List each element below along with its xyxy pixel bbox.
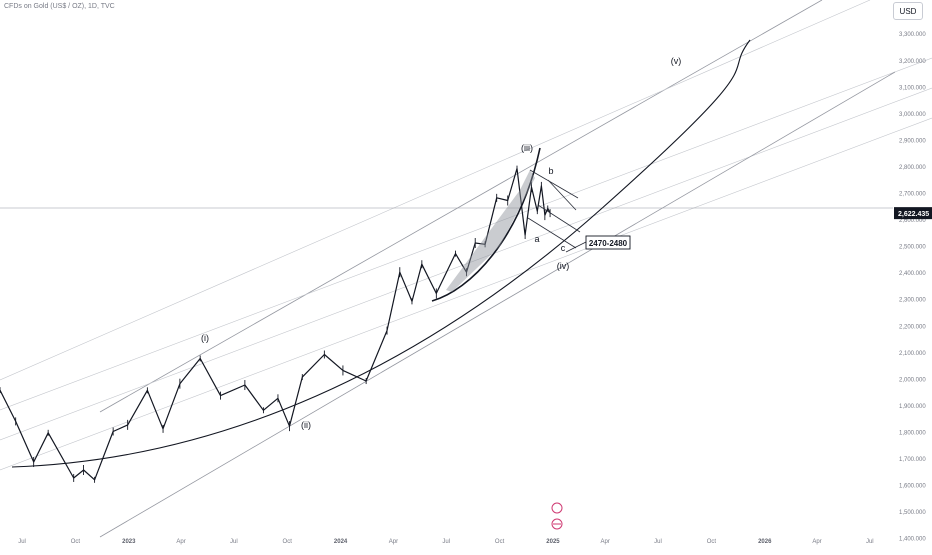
wave-label-a: a	[534, 234, 539, 244]
price-tick-label: 2,500.000	[899, 245, 926, 251]
abc-channel-line-0	[529, 169, 579, 199]
time-axis[interactable]: Jul Oct 2023 Apr Jul Oct 2024 Apr Jul Oct 2025 Apr J…	[18, 539, 873, 545]
price-tick-label: 2,100.000	[899, 351, 926, 357]
price-tick-label: 2,800.000	[899, 165, 926, 171]
price-tick-label: 3,100.000	[899, 85, 926, 91]
price-tick-label: 3,300.000	[899, 32, 926, 38]
parabolic-curve	[11, 39, 751, 468]
price-series	[0, 165, 551, 483]
time-tick-label: Apr	[601, 539, 610, 545]
price-line	[0, 168, 551, 481]
wave-label-ii: (ii)	[301, 420, 311, 430]
wave-labels: (i) (ii) (iii) (iv) (v) a b c 2470-2480	[201, 56, 681, 430]
price-tick-label: 3,200.000	[899, 59, 926, 65]
time-tick-label: 2024	[334, 539, 348, 545]
last-price-tag	[894, 207, 932, 220]
time-tick-label: 2025	[546, 539, 560, 545]
last-price-label: 2,622.435	[898, 211, 929, 218]
time-tick-label: Oct	[495, 539, 505, 545]
wave-label-b: b	[548, 166, 553, 176]
time-tick-label: Apr	[176, 539, 185, 545]
price-tick-label: 2,700.000	[899, 192, 926, 198]
time-tick-label: Apr	[812, 539, 821, 545]
price-tick-label: 1,800.000	[899, 430, 926, 436]
wave-label-iv: (iv)	[557, 261, 570, 271]
wave-label-v: (v)	[671, 56, 682, 66]
event-flag-icon	[551, 502, 563, 514]
wave-iii-shading	[446, 170, 535, 292]
abc-channel-line-1	[537, 204, 581, 233]
channel-line-5	[99, 71, 896, 538]
price-tick-label: 1,900.000	[899, 404, 926, 410]
time-tick-label: Oct	[707, 539, 717, 545]
time-tick-label: Oct	[283, 539, 293, 545]
event-marks	[551, 502, 563, 530]
abc-channel-line-2	[527, 217, 577, 249]
wave-label-iii: (iii)	[521, 143, 533, 153]
chart-title: CFDs on Gold (US$ / OZ), 1D, TVC	[4, 3, 115, 10]
price-tick-label: 2,300.000	[899, 298, 926, 304]
wave-label-i: (i)	[201, 333, 209, 343]
wave-label-c: c	[561, 243, 566, 253]
price-tick-label: 1,400.000	[899, 537, 926, 543]
price-tick-label: 1,500.000	[899, 510, 926, 516]
channel-line-2	[0, 57, 932, 411]
wave-drawings	[11, 39, 751, 468]
price-tick-label: 3,000.000	[899, 112, 926, 118]
price-tick-label: 1,700.000	[899, 457, 926, 463]
price-tick-label: 2,600.000	[899, 218, 926, 224]
time-tick-label: Jul	[442, 539, 450, 545]
target-box	[585, 235, 631, 250]
acceleration-curve	[431, 147, 541, 302]
time-tick-label: 2026	[758, 539, 772, 545]
channel-line-1	[0, 0, 871, 381]
target-pointer-line	[565, 241, 587, 253]
time-tick-label: Jul	[18, 539, 26, 545]
channel-line-3	[0, 87, 932, 441]
price-tick-label: 2,900.000	[899, 138, 926, 144]
price-tick-label: 1,600.000	[899, 484, 926, 490]
channel-line-4	[0, 117, 932, 471]
currency-button[interactable]: USD	[893, 2, 923, 20]
abc-channel-line-3	[547, 179, 577, 211]
price-tick-label: 2,400.000	[899, 271, 926, 277]
price-axis[interactable]: 3,300.000 3,200.000 3,100.000 3,000.000 2,90…	[894, 32, 932, 543]
time-tick-label: Jul	[654, 539, 662, 545]
target-box-label: 2470-2480	[589, 239, 628, 248]
price-tick-label: 2,200.000	[899, 324, 926, 330]
time-tick-label: Jul	[866, 539, 874, 545]
time-tick-label: Oct	[71, 539, 81, 545]
time-tick-label: Jul	[230, 539, 238, 545]
price-tick-label: 2,000.000	[899, 377, 926, 383]
time-tick-label: Apr	[389, 539, 398, 545]
time-tick-label: 2023	[122, 539, 136, 545]
channel-line-0	[99, 0, 823, 413]
